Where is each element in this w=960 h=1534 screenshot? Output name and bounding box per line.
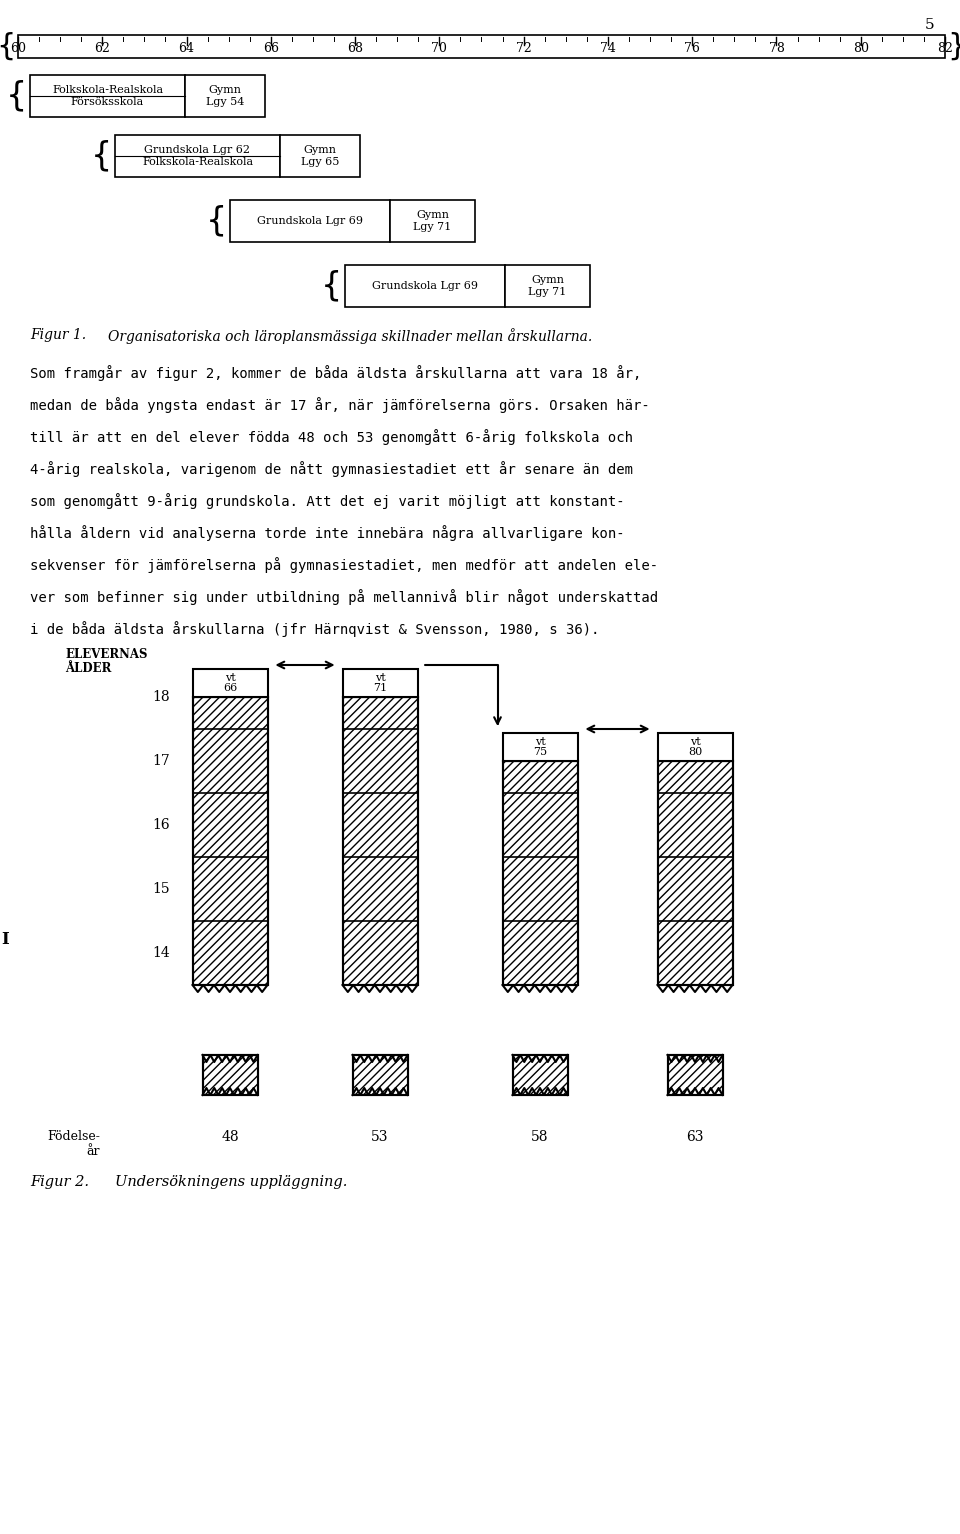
Bar	[390, 199, 475, 242]
Text: som genomgått 9-årig grundskola. Att det ej varit möjligt att konstant-: som genomgått 9-årig grundskola. Att det…	[30, 492, 625, 509]
Text: 16: 16	[153, 818, 170, 831]
Bar	[352, 1055, 407, 1095]
Bar	[185, 75, 265, 117]
Text: 18: 18	[153, 690, 170, 704]
Bar	[658, 761, 732, 985]
Text: Gymn
Lgy 71: Gymn Lgy 71	[528, 275, 566, 298]
Text: ELEVERNAS: ELEVERNAS	[65, 647, 148, 661]
Bar	[203, 1055, 257, 1095]
Text: i de båda äldsta årskullarna (jfr Härnqvist & Svensson, 1980, s 36).: i de båda äldsta årskullarna (jfr Härnqv…	[30, 621, 599, 637]
Bar	[513, 1055, 567, 1095]
Text: vt
80: vt 80	[688, 736, 702, 758]
Bar	[505, 265, 590, 307]
Bar	[343, 669, 418, 696]
Text: medan de båda yngsta endast är 17 år, när jämförelserna görs. Orsaken här-: medan de båda yngsta endast är 17 år, nä…	[30, 397, 650, 413]
Text: vt
71: vt 71	[372, 672, 387, 693]
Text: 64: 64	[179, 41, 195, 55]
Bar	[230, 199, 390, 242]
Bar	[658, 761, 732, 985]
Text: 15: 15	[153, 882, 170, 896]
Text: 58: 58	[531, 1131, 549, 1144]
Bar	[502, 761, 578, 985]
Text: sekvenser för jämförelserna på gymnasiestadiet, men medför att andelen ele-: sekvenser för jämförelserna på gymnasies…	[30, 557, 659, 574]
Text: 63: 63	[686, 1131, 704, 1144]
Text: 72: 72	[516, 41, 532, 55]
Bar	[502, 733, 578, 761]
Bar	[203, 1055, 257, 1095]
Bar	[513, 1055, 567, 1095]
Text: 74: 74	[600, 41, 616, 55]
Bar	[193, 669, 268, 696]
Text: vt
66: vt 66	[223, 672, 237, 693]
Bar	[18, 35, 945, 58]
Bar	[513, 1055, 567, 1095]
Bar	[667, 1055, 723, 1095]
Text: 60: 60	[10, 41, 26, 55]
Bar	[343, 696, 418, 985]
Text: Gymn
Lgy 65: Gymn Lgy 65	[300, 144, 339, 167]
Text: Grundskola Lgr 69: Grundskola Lgr 69	[257, 216, 363, 225]
Text: Som framgår av figur 2, kommer de båda äldsta årskullarna att vara 18 år,: Som framgår av figur 2, kommer de båda ä…	[30, 365, 641, 380]
Bar	[352, 1055, 407, 1095]
Text: 82: 82	[937, 41, 953, 55]
Text: 4-årig realskola, varigenom de nått gymnasiestadiet ett år senare än dem: 4-årig realskola, varigenom de nått gymn…	[30, 462, 633, 477]
Text: 70: 70	[431, 41, 447, 55]
Text: 80: 80	[852, 41, 869, 55]
Bar	[280, 135, 360, 176]
Bar	[193, 696, 268, 985]
Text: Organisatoriska och läroplansmässiga skillnader mellan årskullarna.: Organisatoriska och läroplansmässiga ski…	[108, 328, 592, 344]
Text: {: {	[0, 32, 16, 61]
Bar	[658, 761, 732, 985]
Text: till är att en del elever födda 48 och 53 genomgått 6-årig folkskola och: till är att en del elever födda 48 och 5…	[30, 430, 633, 445]
Bar	[352, 1055, 407, 1095]
Bar	[203, 1055, 257, 1095]
Text: 62: 62	[94, 41, 110, 55]
Text: 76: 76	[684, 41, 700, 55]
Text: {: {	[6, 80, 27, 112]
Bar	[502, 761, 578, 985]
Text: Figur 1.: Figur 1.	[30, 328, 86, 342]
Bar	[115, 135, 280, 176]
Bar	[193, 696, 268, 985]
Bar	[658, 733, 732, 761]
Text: Gymn
Lgy 54: Gymn Lgy 54	[205, 84, 244, 107]
Text: ÅLDER: ÅLDER	[65, 663, 111, 675]
Text: ver som befinner sig under utbildning på mellannivå blir något underskattad: ver som befinner sig under utbildning på…	[30, 589, 659, 604]
Text: 5: 5	[925, 18, 935, 32]
Text: 48: 48	[221, 1131, 239, 1144]
Text: Grundskola Lgr 62
Folkskola-Realskola: Grundskola Lgr 62 Folkskola-Realskola	[142, 144, 253, 167]
Text: 14: 14	[153, 946, 170, 960]
Bar	[345, 265, 505, 307]
Text: Folkskola-Realskola
Försöksskola: Folkskola-Realskola Försöksskola	[52, 84, 163, 107]
Text: 53: 53	[372, 1131, 389, 1144]
Text: hålla åldern vid analyserna torde inte innebära några allvarligare kon-: hålla åldern vid analyserna torde inte i…	[30, 525, 625, 542]
Text: {: {	[321, 270, 342, 302]
Bar	[502, 761, 578, 985]
Text: I: I	[1, 931, 9, 948]
Text: {: {	[91, 140, 112, 172]
Text: 78: 78	[769, 41, 784, 55]
Text: {: {	[205, 204, 227, 238]
Bar	[343, 696, 418, 985]
Text: Undersökningens uppläggning.: Undersökningens uppläggning.	[115, 1175, 348, 1189]
Text: Gymn
Lgy 71: Gymn Lgy 71	[414, 210, 451, 232]
Text: Figur 2.: Figur 2.	[30, 1175, 89, 1189]
Text: vt
75: vt 75	[533, 736, 547, 758]
Text: }: }	[947, 32, 960, 61]
Text: 66: 66	[263, 41, 278, 55]
Bar	[30, 75, 185, 117]
Bar	[193, 696, 268, 985]
Text: 17: 17	[153, 755, 170, 769]
Text: Födelse-
år: Födelse- år	[47, 1131, 100, 1158]
Text: Grundskola Lgr 69: Grundskola Lgr 69	[372, 281, 478, 291]
Bar	[667, 1055, 723, 1095]
Bar	[343, 696, 418, 985]
Bar	[667, 1055, 723, 1095]
Text: 68: 68	[348, 41, 363, 55]
